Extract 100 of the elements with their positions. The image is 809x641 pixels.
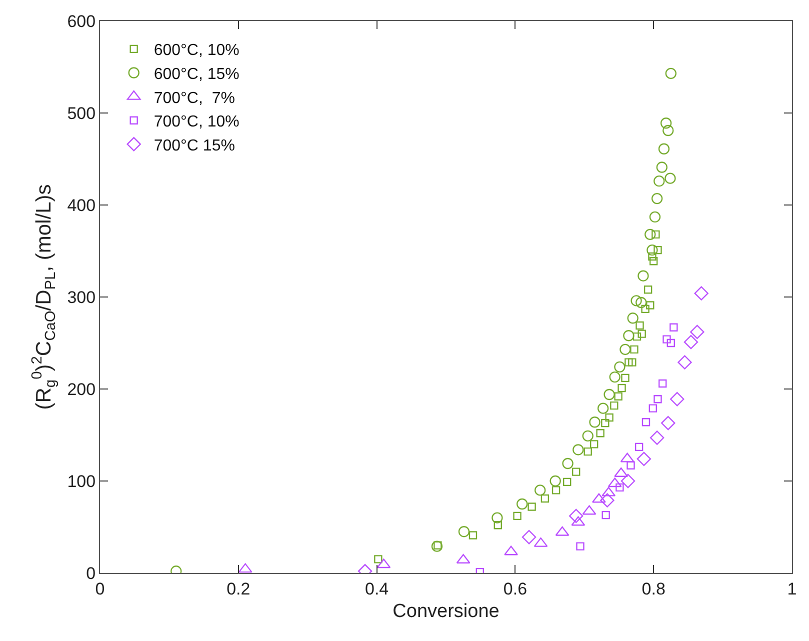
point (634, 442, 644, 452)
point (652, 230, 660, 239)
point (618, 384, 626, 392)
x-tick-label: 0.8 (642, 579, 666, 598)
point (589, 416, 600, 428)
point (516, 498, 528, 510)
point (582, 430, 594, 442)
point (644, 228, 656, 240)
point (621, 374, 630, 382)
point (563, 478, 572, 486)
point (678, 355, 692, 370)
y-tick-label: 400 (67, 196, 96, 215)
point (584, 447, 592, 456)
point (641, 304, 650, 314)
point (620, 344, 631, 356)
point (654, 395, 662, 404)
point (628, 358, 636, 366)
point (616, 483, 624, 492)
point (649, 211, 661, 223)
point (648, 404, 658, 412)
point (550, 475, 561, 487)
point (602, 510, 610, 520)
point (626, 461, 635, 470)
point (601, 418, 610, 428)
y-tick-label: 300 (67, 288, 96, 307)
point (694, 286, 708, 300)
point (614, 361, 626, 373)
point (610, 401, 618, 410)
x-tick-label: 0.6 (503, 579, 528, 598)
point (604, 388, 615, 400)
point (632, 332, 642, 341)
point (630, 295, 642, 306)
point (614, 392, 622, 400)
legend-label: 700°C, 10% (154, 114, 240, 131)
point (562, 458, 574, 470)
point (576, 542, 584, 550)
point (646, 301, 654, 310)
point (650, 257, 658, 266)
point (605, 413, 614, 422)
point (660, 118, 672, 129)
point (572, 444, 584, 456)
point (513, 512, 522, 520)
point (650, 430, 664, 445)
point (670, 323, 678, 332)
x-tick-label: 1 (787, 579, 797, 598)
point (662, 124, 674, 136)
y-tick-label: 600 (67, 12, 96, 31)
point (569, 508, 584, 524)
point (609, 371, 620, 383)
point (654, 246, 662, 254)
legend-label: 600°C, 15% (154, 66, 240, 83)
x-tick-label: 0.4 (364, 579, 389, 598)
point (636, 321, 644, 330)
y-tick-label: 0 (86, 564, 96, 583)
point (623, 330, 634, 342)
point (662, 335, 671, 344)
point (504, 546, 518, 556)
point (492, 512, 503, 524)
point (552, 486, 560, 494)
point (458, 526, 470, 538)
point (646, 244, 658, 256)
point (534, 484, 546, 496)
legend-label: 700°C 15% (154, 137, 235, 154)
y-tick-label: 100 (67, 472, 96, 491)
point (522, 530, 536, 544)
point (670, 392, 684, 406)
point (431, 540, 443, 552)
point (624, 358, 633, 366)
point (572, 468, 580, 476)
point (661, 416, 676, 430)
y-tick-label: 500 (67, 104, 96, 123)
point (658, 143, 670, 154)
point (468, 531, 478, 540)
x-tick-label: 0.2 (226, 579, 250, 598)
point (666, 338, 675, 348)
point (665, 68, 676, 80)
point (654, 175, 665, 187)
point (620, 474, 636, 488)
x-axis-title: Conversione (392, 601, 500, 622)
point (630, 345, 638, 354)
point (638, 330, 646, 338)
point (690, 324, 704, 340)
y-tick-label: 200 (67, 380, 96, 399)
point (644, 286, 652, 294)
point (664, 172, 676, 184)
point (627, 312, 638, 324)
point (540, 494, 550, 503)
point (600, 493, 614, 508)
legend-label: 600°C, 10% (154, 42, 240, 60)
point (590, 440, 598, 448)
point (597, 402, 609, 414)
point (638, 270, 649, 282)
point (651, 192, 663, 204)
legend-label: 700°C, 7% (154, 90, 235, 107)
point (636, 296, 647, 308)
point (658, 379, 667, 388)
point (528, 502, 536, 511)
point (656, 162, 668, 173)
point (648, 252, 656, 261)
point (374, 555, 382, 564)
